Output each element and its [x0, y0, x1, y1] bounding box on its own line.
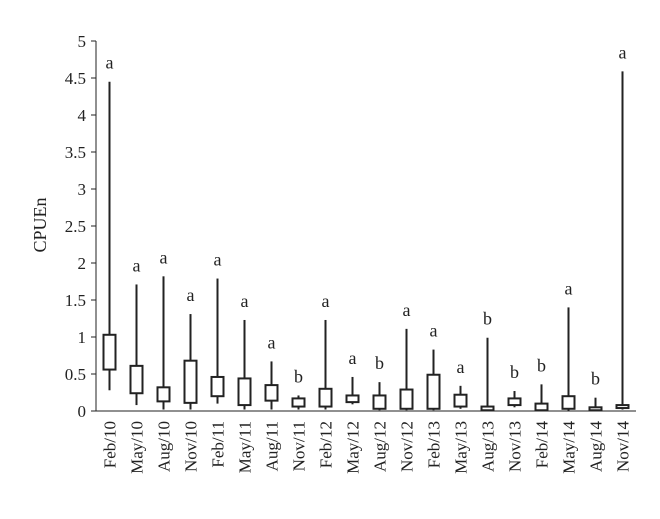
x-tick-label: Aug/11 — [263, 421, 282, 471]
significance-label: a — [133, 255, 141, 275]
iqr-box — [291, 397, 306, 408]
iqr-box — [561, 395, 576, 410]
y-tick-label: 5 — [78, 32, 87, 51]
y-tick-label: 0 — [78, 402, 87, 421]
significance-label: a — [619, 42, 627, 62]
significance-label: a — [187, 285, 195, 305]
significance-label: a — [565, 278, 573, 298]
iqr-box — [102, 333, 117, 371]
significance-label: a — [241, 291, 249, 311]
iqr-box — [399, 388, 414, 410]
x-tick-label: Feb/11 — [209, 421, 228, 468]
significance-label: b — [294, 366, 303, 386]
x-tick-label: Nov/12 — [398, 421, 417, 472]
y-tick-label: 4 — [78, 106, 87, 125]
iqr-box — [453, 393, 468, 408]
y-tick-label: 1 — [78, 328, 87, 347]
significance-label: a — [106, 53, 114, 73]
x-tick-label: Aug/13 — [479, 421, 498, 472]
x-axis-ticks: Feb/10 May/10 Aug/10 Nov/10 Feb/11 May/11 Aug/… — [101, 421, 633, 474]
iqr-box — [183, 359, 198, 404]
iqr-box — [156, 386, 171, 403]
x-tick-label: Aug/10 — [155, 421, 174, 472]
x-tick-label: May/14 — [560, 421, 579, 474]
y-tick-label: 2.5 — [65, 217, 86, 236]
iqr-box — [264, 384, 279, 402]
x-tick-label: Nov/10 — [182, 421, 201, 472]
iqr-box — [210, 375, 225, 398]
x-tick-label: Aug/14 — [587, 421, 606, 473]
significance-label: b — [591, 369, 600, 389]
x-tick-label: Aug/12 — [371, 421, 390, 472]
y-axis-ticks: 0 0.5 1 1.5 2 2.5 3 3.5 4 4.5 5 — [65, 32, 96, 421]
significance-label: b — [537, 355, 546, 375]
x-tick-label: May/12 — [344, 421, 363, 474]
iqr-box — [480, 405, 495, 412]
y-tick-label: 3.5 — [65, 143, 86, 162]
iqr-box — [345, 394, 360, 404]
significance-label: b — [375, 353, 384, 373]
iqr-box — [588, 406, 603, 412]
iqr-box — [426, 373, 441, 410]
significance-label: a — [268, 332, 276, 352]
iqr-box — [318, 387, 333, 408]
x-tick-label: Feb/10 — [101, 421, 120, 468]
significance-label: a — [457, 357, 465, 377]
x-tick-label: Feb/14 — [533, 421, 552, 469]
x-tick-label: Feb/12 — [317, 421, 336, 468]
x-tick-label: Nov/11 — [290, 421, 309, 471]
x-tick-label: Feb/13 — [425, 421, 444, 468]
iqr-box — [534, 402, 549, 412]
y-tick-label: 2 — [78, 254, 87, 273]
iqr-box — [615, 404, 630, 410]
significance-label: a — [349, 348, 357, 368]
significance-label: a — [214, 250, 222, 270]
y-tick-label: 3 — [78, 180, 87, 199]
significance-label: b — [483, 309, 492, 329]
significance-label: b — [510, 362, 519, 382]
y-tick-label: 4.5 — [65, 69, 86, 88]
significance-label: a — [160, 247, 168, 267]
significance-label: a — [430, 321, 438, 341]
x-tick-label: Nov/13 — [506, 421, 525, 472]
x-tick-label: Nov/14 — [614, 421, 633, 473]
x-tick-label: May/10 — [128, 421, 147, 474]
iqr-box — [237, 377, 252, 407]
x-tick-label: May/11 — [236, 421, 255, 473]
x-tick-label: May/13 — [452, 421, 471, 474]
y-axis-title: CPUEn — [30, 197, 50, 252]
y-tick-label: 1.5 — [65, 291, 86, 310]
iqr-box — [129, 364, 144, 395]
iqr-box — [507, 397, 522, 407]
iqr-box — [372, 394, 387, 410]
y-tick-label: 0.5 — [65, 365, 86, 384]
significance-label: a — [322, 291, 330, 311]
significance-label: a — [403, 300, 411, 320]
